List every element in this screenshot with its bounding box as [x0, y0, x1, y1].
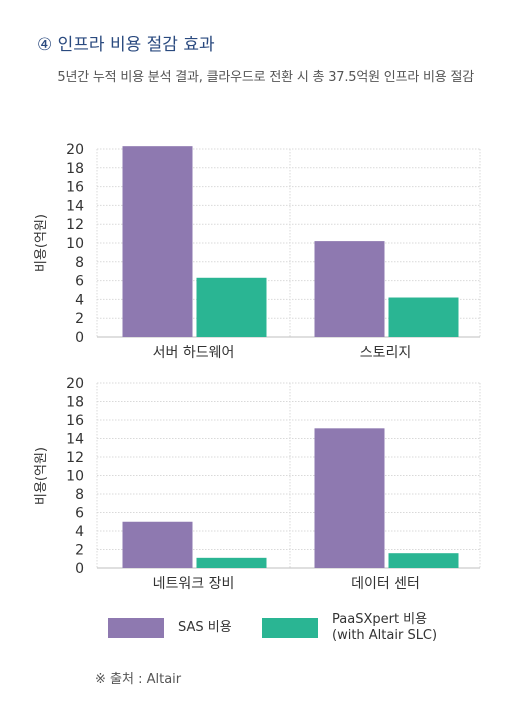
- legend-label-sas: SAS 비용: [178, 620, 232, 635]
- y-axis-label: 비용(억원): [34, 214, 49, 272]
- y-tick-label: 0: [75, 330, 84, 346]
- y-tick-label: 10: [66, 469, 84, 485]
- y-tick-label: 4: [75, 524, 84, 540]
- y-tick-label: 6: [75, 506, 84, 522]
- legend-swatch-paasxpert: [262, 618, 318, 638]
- legend-label-paasxpert: PaaSXpert 비용 (with Altair SLC): [332, 612, 438, 643]
- bar-paasxpert: [196, 277, 267, 337]
- bar-sas: [314, 428, 385, 568]
- bar-paasxpert: [388, 553, 459, 568]
- y-tick-label: 2: [75, 543, 84, 559]
- y-tick-label: 14: [66, 198, 84, 214]
- y-tick-label: 0: [75, 561, 84, 577]
- bar-sas: [122, 521, 193, 568]
- legend-item-sas: SAS 비용: [108, 618, 232, 638]
- category-label: 데이터 센터: [351, 576, 420, 592]
- bar-sas: [122, 146, 193, 337]
- y-tick-label: 20: [66, 142, 84, 158]
- section-heading: ④ 인프라 비용 절감 효과: [37, 35, 215, 55]
- legend-item-paasxpert: PaaSXpert 비용 (with Altair SLC): [262, 612, 437, 644]
- bar-paasxpert: [388, 297, 459, 337]
- legend-swatch-sas: [108, 618, 164, 638]
- category-label: 스토리지: [360, 345, 412, 361]
- y-tick-label: 8: [75, 255, 84, 271]
- y-axis-label: 비용(억원): [34, 447, 49, 505]
- y-tick-label: 16: [66, 180, 84, 196]
- y-tick-label: 20: [66, 376, 84, 392]
- y-tick-label: 14: [66, 432, 84, 448]
- y-tick-label: 18: [66, 395, 84, 411]
- y-tick-label: 4: [75, 292, 84, 308]
- y-tick-label: 6: [75, 274, 84, 290]
- bar-sas: [314, 241, 385, 337]
- y-tick-label: 12: [66, 217, 84, 233]
- y-tick-label: 2: [75, 311, 84, 327]
- y-tick-label: 18: [66, 161, 84, 177]
- category-label: 서버 하드웨어: [153, 345, 235, 361]
- y-tick-label: 12: [66, 450, 84, 466]
- bar-paasxpert: [196, 557, 267, 568]
- category-label: 네트워크 장비: [153, 576, 235, 592]
- section-subtitle: 5년간 누적 비용 분석 결과, 클라우드로 전환 시 총 37.5억원 인프라…: [57, 70, 474, 85]
- source-note: ※ 출처 : Altair: [95, 672, 182, 687]
- y-tick-label: 16: [66, 413, 84, 429]
- y-tick-label: 8: [75, 487, 84, 503]
- chart-legend: SAS 비용 PaaSXpert 비용 (with Altair SLC): [0, 612, 520, 652]
- bar-charts: 0 2 4 6 8 10 12 14 16 18 20 비용(억원) 서버 하드웨어 스토리지 0 2 4 6 8 1…: [34, 142, 481, 592]
- y-tick-label: 10: [66, 236, 84, 252]
